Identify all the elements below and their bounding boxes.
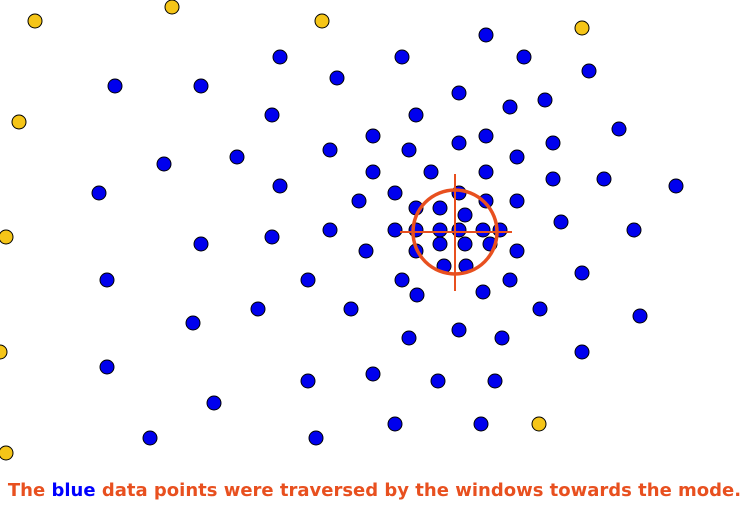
caption-highlight: blue [51, 480, 96, 501]
blue-point [574, 344, 590, 360]
blue-point [99, 359, 115, 375]
blue-point [358, 243, 374, 259]
blue-point [142, 430, 158, 446]
blue-point [574, 265, 590, 281]
blue-point [432, 200, 448, 216]
blue-point [432, 222, 448, 238]
blue-point [387, 416, 403, 432]
blue-point [387, 222, 403, 238]
blue-point [509, 243, 525, 259]
blue-point [509, 149, 525, 165]
blue-point [264, 107, 280, 123]
blue-point [494, 330, 510, 346]
blue-point [545, 135, 561, 151]
blue-point [322, 142, 338, 158]
yellow-point [11, 114, 27, 130]
blue-point [156, 156, 172, 172]
blue-point [343, 301, 359, 317]
yellow-point [0, 445, 14, 461]
blue-point [185, 315, 201, 331]
blue-point [478, 128, 494, 144]
blue-point [264, 229, 280, 245]
blue-point [478, 193, 494, 209]
blue-point [229, 149, 245, 165]
blue-point [107, 78, 123, 94]
yellow-point [0, 229, 14, 245]
blue-point [272, 49, 288, 65]
dots [0, 0, 684, 461]
blue-point [99, 272, 115, 288]
blue-point [432, 236, 448, 252]
blue-point [408, 107, 424, 123]
blue-point [473, 416, 489, 432]
blue-point [430, 373, 446, 389]
blue-point [553, 214, 569, 230]
blue-point [91, 185, 107, 201]
blue-point [611, 121, 627, 137]
window-circle [411, 188, 499, 276]
blue-point [457, 207, 473, 223]
blue-point [300, 373, 316, 389]
caption-end: data points were traversed by the window… [101, 480, 742, 501]
blue-point [451, 135, 467, 151]
blue-point [596, 171, 612, 187]
yellow-point [574, 20, 590, 36]
blue-point [365, 164, 381, 180]
yellow-point [0, 344, 8, 360]
yellow-point [164, 0, 180, 15]
blue-point [193, 78, 209, 94]
blue-point [401, 142, 417, 158]
blue-point [451, 85, 467, 101]
blue-point [329, 70, 345, 86]
point-cloud [0, 0, 684, 461]
blue-point [409, 287, 425, 303]
blue-point [502, 99, 518, 115]
blue-point [632, 308, 648, 324]
caption: The blue data points were traversed by t… [0, 480, 749, 501]
blue-point [475, 222, 491, 238]
blue-point [475, 284, 491, 300]
yellow-point [314, 13, 330, 29]
blue-point [516, 49, 532, 65]
blue-point [322, 222, 338, 238]
blue-point [394, 49, 410, 65]
yellow-point [531, 416, 547, 432]
blue-point [308, 430, 324, 446]
blue-point [408, 222, 424, 238]
blue-point [351, 193, 367, 209]
blue-point [537, 92, 553, 108]
blue-point [300, 272, 316, 288]
blue-point [478, 164, 494, 180]
blue-point [502, 272, 518, 288]
blue-point [365, 128, 381, 144]
blue-point [401, 330, 417, 346]
blue-point [206, 395, 222, 411]
blue-point [487, 373, 503, 389]
blue-point [193, 236, 209, 252]
blue-point [545, 171, 561, 187]
blue-point [451, 322, 467, 338]
blue-point [394, 272, 410, 288]
blue-point [272, 178, 288, 194]
blue-point [387, 185, 403, 201]
blue-point [365, 366, 381, 382]
blue-point [581, 63, 597, 79]
blue-point [478, 27, 494, 43]
caption-start: The [7, 480, 46, 501]
blue-point [423, 164, 439, 180]
yellow-point [27, 13, 43, 29]
blue-point [626, 222, 642, 238]
blue-point [250, 301, 266, 317]
window [400, 174, 512, 291]
blue-point [457, 236, 473, 252]
blue-point [509, 193, 525, 209]
blue-point [668, 178, 684, 194]
blue-point [532, 301, 548, 317]
